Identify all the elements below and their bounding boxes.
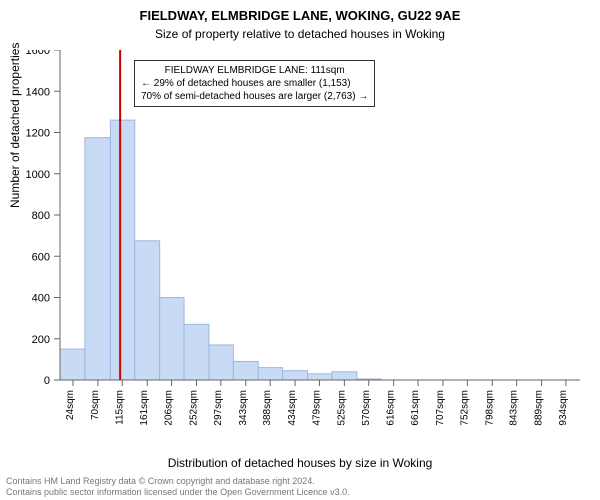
svg-text:161sqm: 161sqm — [139, 390, 150, 426]
chart-subtitle: Size of property relative to detached ho… — [0, 25, 600, 43]
svg-text:752sqm: 752sqm — [459, 390, 470, 426]
svg-text:616sqm: 616sqm — [386, 390, 397, 426]
svg-text:1400: 1400 — [26, 86, 50, 98]
svg-text:200: 200 — [32, 334, 50, 346]
footer-line1: Contains HM Land Registry data © Crown c… — [6, 476, 594, 487]
svg-text:570sqm: 570sqm — [361, 390, 372, 426]
svg-text:525sqm: 525sqm — [336, 390, 347, 426]
svg-text:1200: 1200 — [26, 128, 50, 140]
chart-title: FIELDWAY, ELMBRIDGE LANE, WOKING, GU22 9… — [0, 0, 600, 25]
svg-text:707sqm: 707sqm — [435, 390, 446, 426]
marker-annotation: FIELDWAY ELMBRIDGE LANE: 111sqm ← 29% of… — [134, 60, 375, 107]
svg-text:400: 400 — [32, 293, 50, 305]
svg-text:661sqm: 661sqm — [410, 390, 421, 426]
annot-line3: 70% of semi-detached houses are larger (… — [141, 90, 368, 103]
svg-text:479sqm: 479sqm — [311, 390, 322, 426]
svg-text:24sqm: 24sqm — [65, 390, 76, 420]
annot-line2: ← 29% of detached houses are smaller (1,… — [141, 77, 368, 90]
annot-line1: FIELDWAY ELMBRIDGE LANE: 111sqm — [141, 64, 368, 77]
svg-text:343sqm: 343sqm — [238, 390, 249, 426]
svg-text:0: 0 — [44, 375, 50, 387]
svg-text:1600: 1600 — [26, 50, 50, 57]
svg-text:798sqm: 798sqm — [484, 390, 495, 426]
x-axis-label: Distribution of detached houses by size … — [0, 456, 600, 470]
svg-text:600: 600 — [32, 251, 50, 263]
svg-text:1000: 1000 — [26, 169, 50, 181]
svg-text:843sqm: 843sqm — [509, 390, 520, 426]
license-footer: Contains HM Land Registry data © Crown c… — [6, 476, 594, 499]
svg-text:800: 800 — [32, 210, 50, 222]
svg-text:115sqm: 115sqm — [114, 390, 125, 425]
svg-text:297sqm: 297sqm — [213, 390, 224, 426]
svg-text:252sqm: 252sqm — [189, 390, 200, 426]
svg-text:889sqm: 889sqm — [534, 390, 545, 426]
svg-text:70sqm: 70sqm — [90, 390, 101, 420]
svg-text:434sqm: 434sqm — [287, 390, 298, 426]
svg-text:934sqm: 934sqm — [558, 390, 569, 426]
footer-line2: Contains public sector information licen… — [6, 487, 594, 498]
histogram-chart: 0200400600800100012001400160024sqm70sqm1… — [60, 50, 580, 380]
svg-text:388sqm: 388sqm — [262, 390, 273, 426]
svg-text:206sqm: 206sqm — [164, 390, 175, 426]
